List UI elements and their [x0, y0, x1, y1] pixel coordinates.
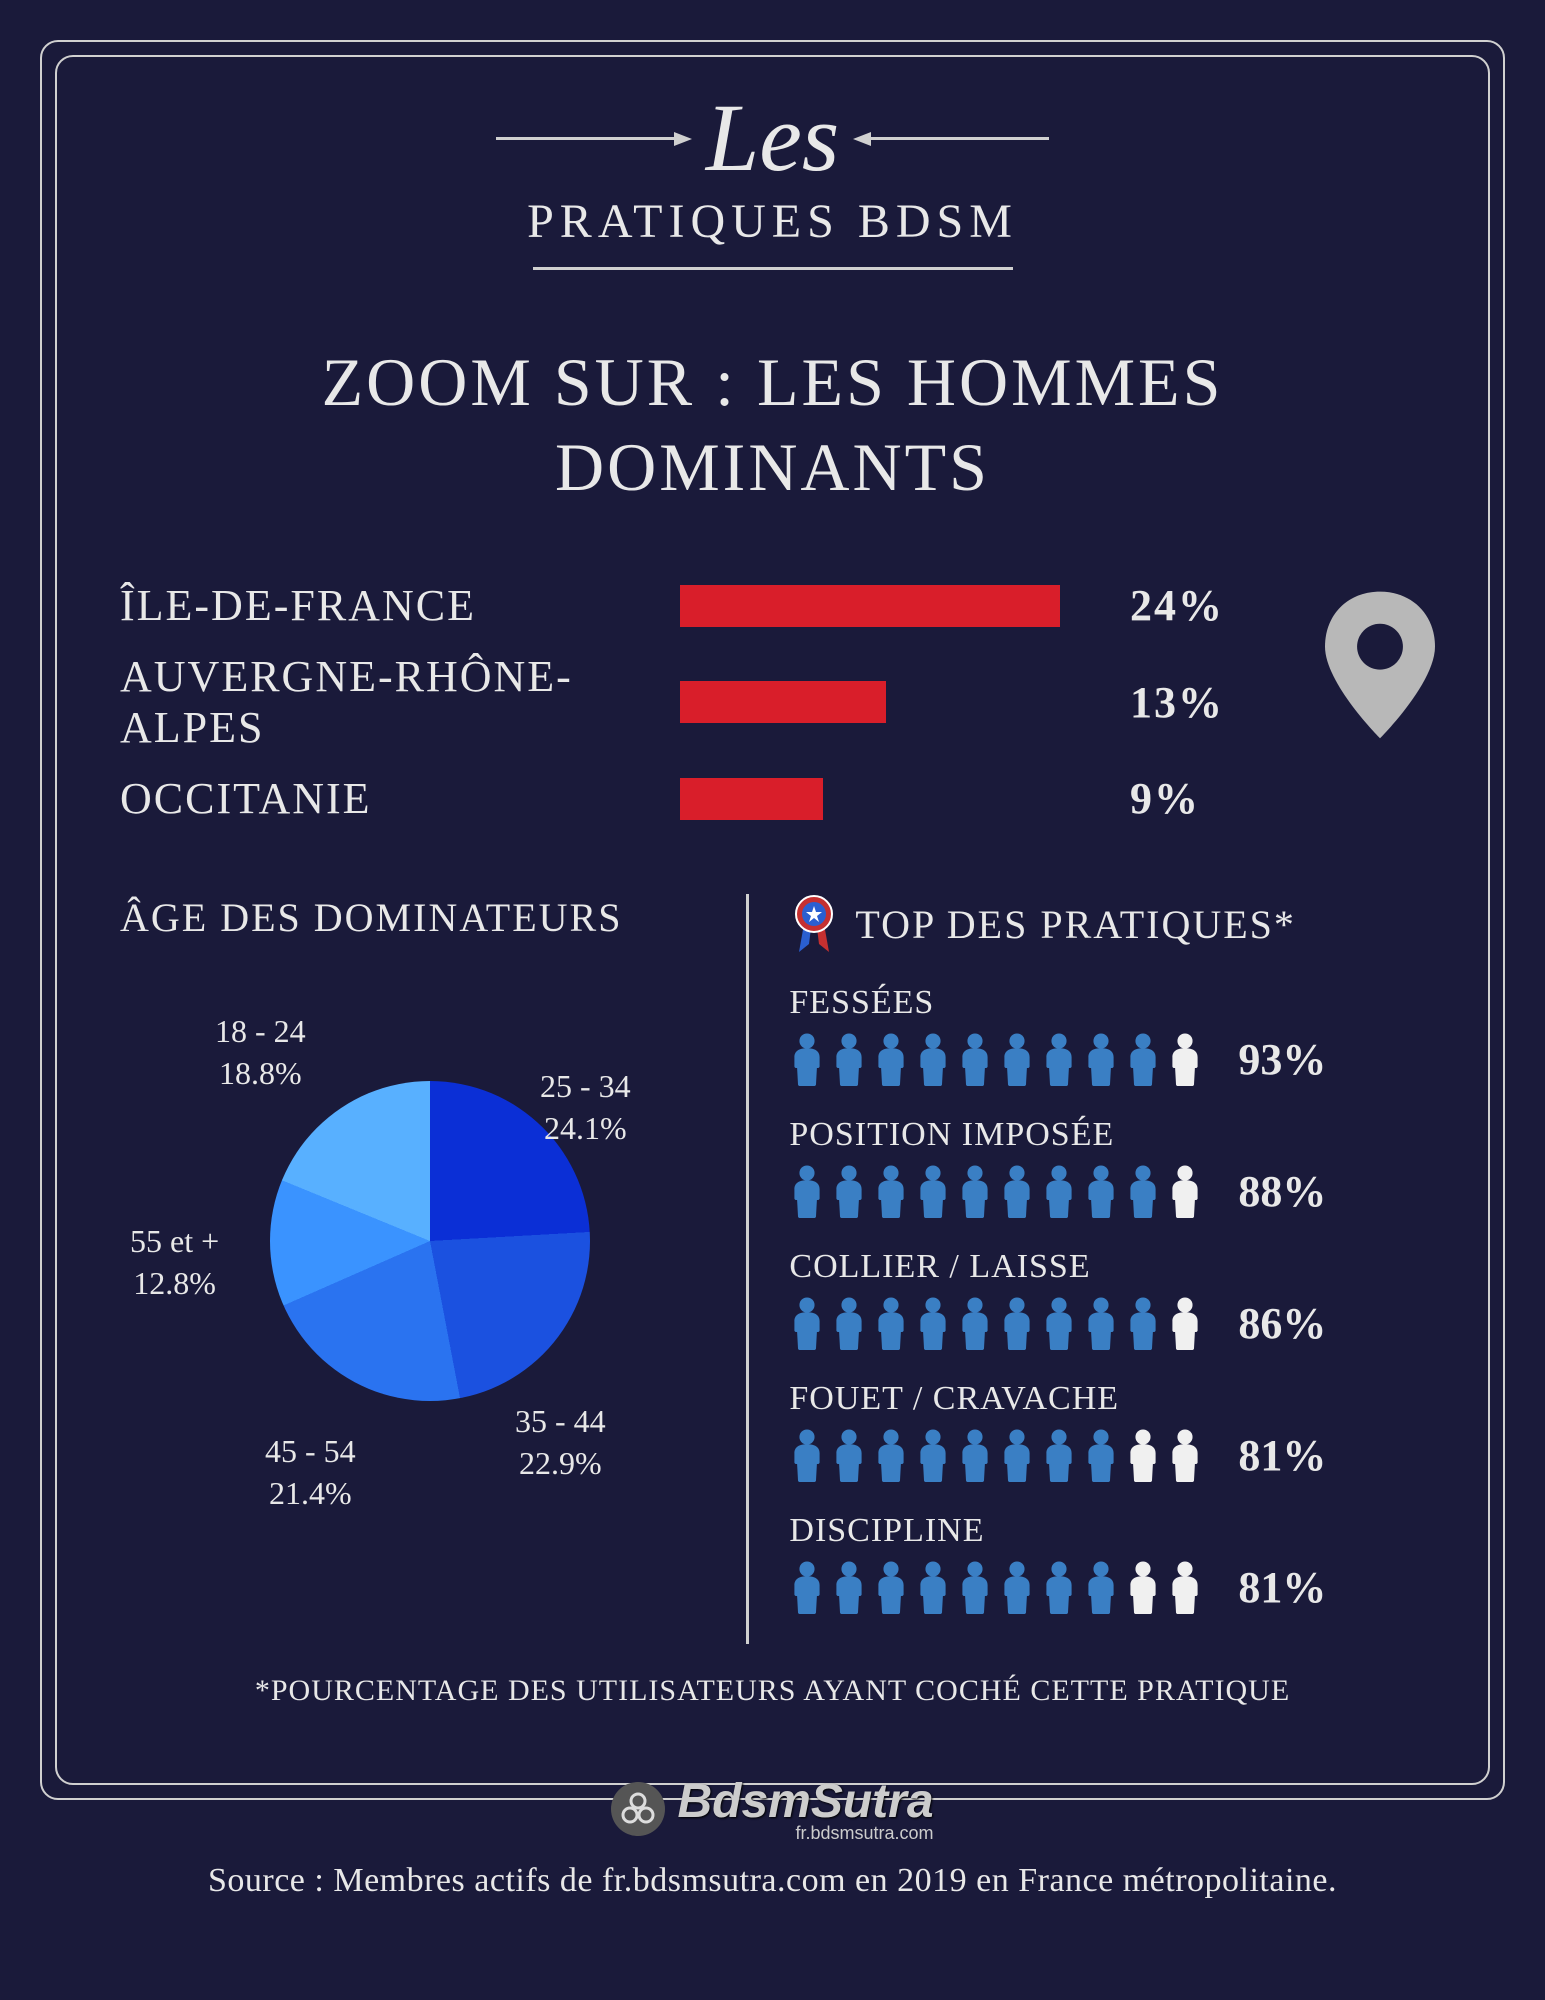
regions-chart: ÎLE-DE-FRANCE 24% AUVERGNE-RHÔNE-ALPES 13% O… — [120, 580, 1425, 824]
footer: BdsmSutra fr.bdsmsutra.com Source : Memb… — [0, 1774, 1545, 1900]
region-row: OCCITANIE 9% — [120, 773, 1425, 824]
region-bar-wrap — [680, 681, 1100, 723]
frame-inner — [55, 55, 1490, 1785]
pie-label: 25 - 3424.1% — [540, 1066, 631, 1149]
pie-label: 18 - 2418.8% — [215, 1011, 306, 1094]
region-bar-wrap — [680, 585, 1100, 627]
region-row: ÎLE-DE-FRANCE 24% — [120, 580, 1425, 631]
location-pin-icon — [1325, 590, 1435, 740]
rule-left — [496, 137, 676, 140]
rule-right — [869, 137, 1049, 140]
region-bar — [680, 778, 823, 820]
pie-label: 45 - 5421.4% — [265, 1431, 356, 1514]
logo-main: BdsmSutra — [677, 1774, 933, 1829]
region-bar — [680, 681, 886, 723]
region-bar — [680, 585, 1060, 627]
pie-chart: 25 - 3424.1%35 - 4422.9%45 - 5421.4%55 e… — [120, 971, 690, 1471]
region-row: AUVERGNE-RHÔNE-ALPES 13% — [120, 651, 1425, 753]
region-value: 9% — [1100, 773, 1240, 824]
region-bar-wrap — [680, 778, 1100, 820]
logo-text: BdsmSutra fr.bdsmsutra.com — [677, 1774, 933, 1844]
logo: BdsmSutra fr.bdsmsutra.com — [611, 1774, 933, 1844]
region-label: ÎLE-DE-FRANCE — [120, 580, 680, 631]
region-value: 13% — [1100, 677, 1240, 728]
region-label: AUVERGNE-RHÔNE-ALPES — [120, 651, 680, 753]
source-line: Source : Membres actifs de fr.bdsmsutra.… — [0, 1862, 1545, 1900]
pie-label: 35 - 4422.9% — [515, 1401, 606, 1484]
pie-label: 55 et +12.8% — [130, 1221, 219, 1304]
region-value: 24% — [1100, 580, 1240, 631]
region-label: OCCITANIE — [120, 773, 680, 824]
logo-symbol-icon — [611, 1782, 665, 1836]
